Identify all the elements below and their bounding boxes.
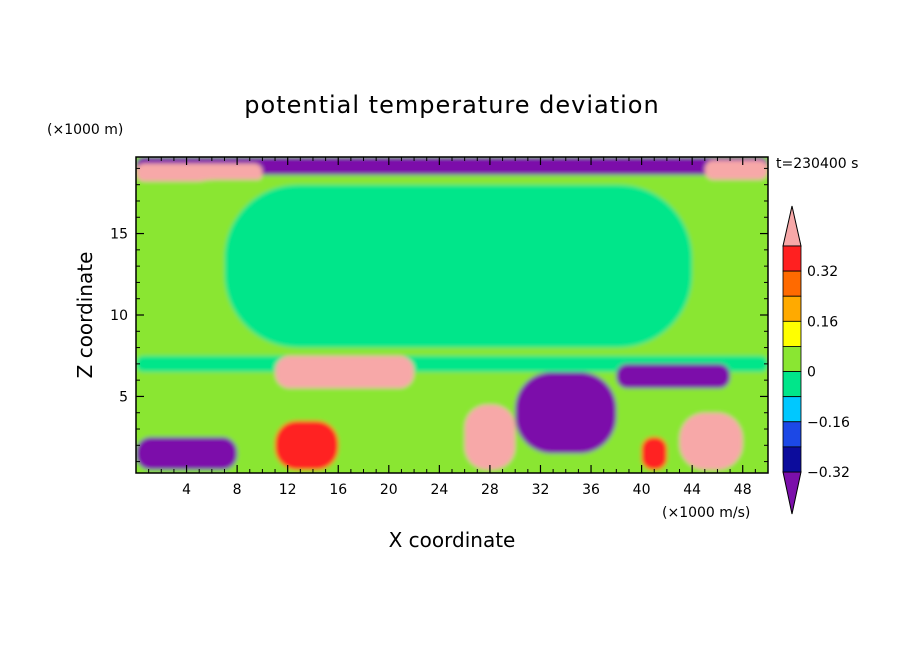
colorbar-label: 0.32 — [807, 264, 838, 280]
colorbar-top-arrow — [782, 205, 802, 247]
colorbar: 0.32 0.16 0 −0.16 −0.32 — [782, 205, 850, 515]
y-axis: 5 10 15 — [110, 167, 768, 463]
region-top-right-positive — [704, 160, 768, 180]
x-tick-label: 40 — [633, 482, 651, 498]
x-tick-label: 48 — [734, 482, 752, 498]
colorbar-label: 0 — [807, 365, 816, 381]
colorbar-box — [782, 245, 802, 272]
y-tick-label: 10 — [110, 308, 128, 324]
colorbar-box — [782, 295, 802, 322]
y-unit-label: (×1000 m) — [47, 122, 123, 138]
x-tick-label: 28 — [481, 482, 499, 498]
colorbar-box — [782, 320, 802, 347]
region-upper-center-near-zero — [224, 184, 693, 348]
chart-title: potential temperature deviation — [244, 91, 659, 119]
region-top-left-positive — [136, 163, 263, 182]
region-top-band-negative — [136, 157, 768, 175]
colorbar-box — [782, 446, 802, 473]
x-axis-label: X coordinate — [389, 528, 516, 552]
x-tick-label: 20 — [380, 482, 398, 498]
region-warm-core-41 — [641, 437, 667, 470]
colorbar-box — [782, 371, 802, 398]
colorbar-box — [782, 270, 802, 297]
y-tick-label: 5 — [119, 389, 128, 405]
x-tick-label: 8 — [233, 482, 242, 498]
colorbar-box — [782, 396, 802, 423]
contour-field — [136, 157, 768, 473]
colorbar-bottom-arrow — [782, 471, 802, 515]
time-label: t=230400 s — [776, 156, 858, 172]
x-tick-label: 12 — [279, 482, 297, 498]
region-left-low-negative — [136, 437, 238, 470]
colorbar-label: 0.16 — [807, 314, 838, 330]
region-warm-core-45 — [679, 412, 743, 470]
x-tick-label: 24 — [430, 482, 448, 498]
x-tick-label: 32 — [532, 482, 550, 498]
colorbar-box — [782, 421, 802, 448]
x-unit-label: (×1000 m/s) — [662, 505, 750, 521]
region-warm-core-13 — [275, 420, 339, 470]
region-warm-patch-12-22 — [275, 355, 415, 389]
region-warm-core-28 — [464, 404, 516, 470]
x-tick-label: 16 — [329, 482, 347, 498]
x-tick-label: 36 — [582, 482, 600, 498]
x-tick-label: 44 — [683, 482, 701, 498]
x-axis: 4 8 12 16 20 24 28 32 36 40 44 48 — [148, 157, 756, 498]
x-tick-label: 4 — [182, 482, 191, 498]
y-axis-label: Z coordinate — [73, 252, 97, 379]
colorbar-label: −0.32 — [807, 465, 850, 481]
colorbar-box — [782, 346, 802, 372]
region-center-low-negative — [515, 372, 617, 454]
colorbar-label: −0.16 — [807, 415, 850, 431]
region-right-mid-negative — [616, 363, 731, 389]
y-tick-label: 15 — [110, 227, 128, 243]
